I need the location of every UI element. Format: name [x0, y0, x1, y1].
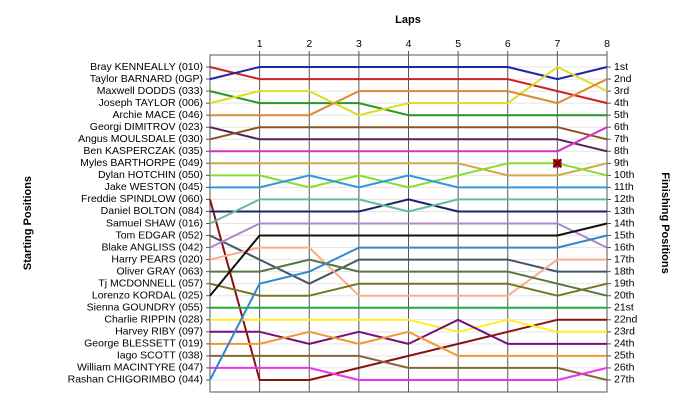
- finishing-label: 18th: [614, 265, 635, 277]
- rider-line: [209, 282, 608, 297]
- starting-label: George BLESSETT (019): [84, 338, 203, 350]
- rider-line: [210, 354, 608, 381]
- rider-line: [209, 222, 608, 249]
- starting-label: Jake WESTON (045): [105, 181, 203, 193]
- rider-line: [210, 78, 608, 117]
- finishing-label: 6th: [614, 121, 629, 133]
- finishing-label: 1st: [614, 61, 628, 73]
- starting-label: William MACINTYRE (047): [77, 362, 203, 374]
- starting-label: Iago SCOTT (038): [117, 350, 203, 362]
- finishing-label: 14th: [614, 217, 635, 229]
- y-axis-title-right: Finishing Positions: [659, 172, 671, 273]
- finishing-label: 24th: [614, 338, 635, 350]
- finishing-label: 2nd: [614, 73, 632, 85]
- starting-label: Joseph TAYLOR (006): [99, 97, 203, 109]
- x-tick-label: 3: [356, 38, 362, 50]
- y-axis-title-left: Starting Positions: [22, 176, 34, 270]
- starting-label: Tom EDGAR (052): [115, 229, 203, 241]
- finishing-label: 10th: [614, 169, 635, 181]
- finishing-label: 26th: [614, 362, 635, 374]
- finishing-label: 23rd: [614, 326, 635, 338]
- x-tick-label: 4: [406, 38, 412, 50]
- x-tick-label: 7: [554, 38, 560, 50]
- finishing-label: 7th: [614, 133, 629, 145]
- finishing-label: 4th: [614, 97, 629, 109]
- finishing-label: 11th: [614, 181, 634, 193]
- rider-line: [209, 66, 608, 105]
- starting-label: Harvey RIBY (097): [115, 326, 203, 338]
- x-tick-label: 2: [306, 38, 312, 50]
- starting-label: Sienna GOUNDRY (055): [87, 302, 203, 314]
- rider-line: [210, 366, 608, 381]
- x-tick-label: 5: [455, 38, 461, 50]
- starting-label: Bray KENNEALLY (010): [90, 61, 203, 73]
- x-tick-label: 8: [604, 38, 610, 50]
- rider-line: [210, 162, 608, 177]
- starting-label: Angus MOULSDALE (030): [78, 133, 203, 145]
- x-axis-title: Laps: [395, 14, 421, 26]
- finishing-label: 13th: [614, 205, 635, 217]
- finishing-label: 21st: [614, 302, 634, 314]
- starting-label: Ben KASPERCZAK (035): [83, 145, 203, 157]
- rider-line: [209, 246, 607, 297]
- starting-label: Myles BARTHORPE (049): [80, 157, 203, 169]
- rider-line: [209, 66, 608, 117]
- rider-line: [210, 318, 607, 333]
- finishing-label: 15th: [614, 229, 635, 241]
- finishing-label: 19th: [614, 277, 635, 289]
- finishing-label: 27th: [614, 374, 635, 386]
- finishing-label: 8th: [614, 145, 629, 157]
- lines-layer: [209, 66, 608, 381]
- rider-line: [210, 174, 607, 189]
- rider-line: [209, 66, 608, 81]
- labels-layer: Bray KENNEALLY (010)Taylor BARNARD (0GP)…: [68, 38, 638, 386]
- rider-line: [209, 90, 607, 117]
- finishing-label: 16th: [614, 241, 635, 253]
- x-tick-label: 1: [257, 38, 263, 50]
- starting-label: Daniel BOLTON (084): [101, 205, 203, 217]
- rider-line: [209, 198, 607, 225]
- finishing-label: 3rd: [614, 85, 629, 97]
- starting-label: Taylor BARNARD (0GP): [90, 73, 203, 85]
- starting-label: Georgi DIMITROV (023): [90, 121, 203, 133]
- rider-line: [209, 222, 608, 297]
- rider-line: [209, 126, 608, 141]
- finishing-label: 9th: [614, 157, 629, 169]
- starting-label: Harry PEARS (020): [111, 253, 203, 265]
- starting-label: Maxwell DODDS (033): [97, 85, 203, 97]
- x-tick-label: 6: [505, 38, 511, 50]
- incident-marker: [552, 158, 563, 169]
- finishing-label: 25th: [614, 350, 635, 362]
- finishing-label: 5th: [614, 109, 629, 121]
- finishing-label: 17th: [614, 253, 635, 265]
- rider-line: [210, 318, 607, 345]
- rider-line: [209, 199, 607, 381]
- starting-label: Lorenzo KORDAL (025): [92, 289, 203, 301]
- starting-label: Freddie SPINDLOW (060): [81, 193, 203, 205]
- starting-label: Oliver GRAY (063): [116, 265, 203, 277]
- finishing-label: 22nd: [614, 314, 638, 326]
- rider-line: [210, 162, 608, 189]
- rider-line: [210, 330, 607, 357]
- starting-label: Dylan HOTCHIN (050): [98, 169, 203, 181]
- rider-line: [209, 234, 608, 381]
- starting-label: Rashan CHIGORIMBO (044): [68, 374, 203, 386]
- rider-line: [210, 126, 608, 153]
- rider-line: [209, 126, 608, 153]
- finishing-label: 20th: [614, 289, 635, 301]
- rider-line: [210, 258, 608, 297]
- starting-label: Charlie RIPPIN (028): [104, 314, 203, 326]
- starting-label: Blake ANGLISS (042): [101, 241, 203, 253]
- starting-label: Archie MACE (046): [113, 109, 203, 121]
- incident-cross: [552, 158, 563, 169]
- finishing-label: 12th: [614, 193, 635, 205]
- starting-label: Tj MCDONNELL (057): [98, 277, 203, 289]
- rider-line: [210, 198, 607, 213]
- starting-label: Samuel SHAW (016): [106, 217, 203, 229]
